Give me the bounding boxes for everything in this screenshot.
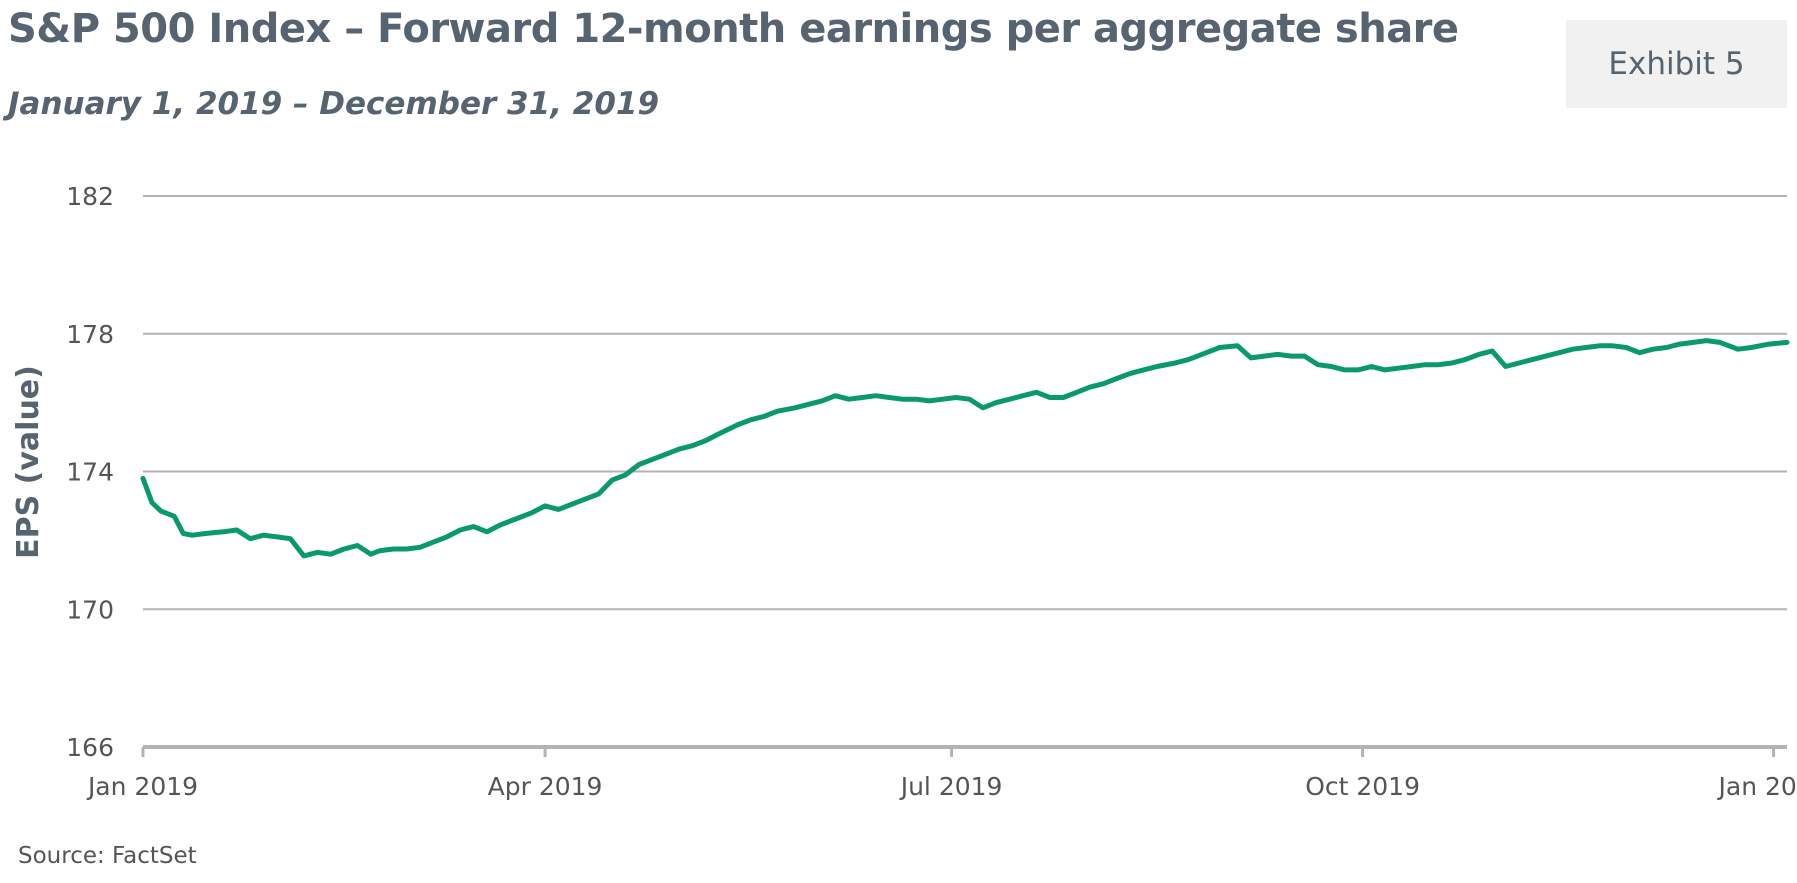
label-layer: EPS (value) xyxy=(11,365,46,559)
y-tick-label: 166 xyxy=(66,733,114,762)
y-axis-label: EPS (value) xyxy=(11,365,46,559)
x-tick-label: Jan 2019 xyxy=(86,772,198,801)
chart-subtitle: January 1, 2019 – December 31, 2019 xyxy=(8,86,660,122)
grid-layer xyxy=(143,195,1787,611)
y-tick-label: 170 xyxy=(66,595,114,624)
series-line-0 xyxy=(140,338,1790,559)
x-tick-label: Jan 2020 xyxy=(1717,772,1797,801)
source-note: Source: FactSet xyxy=(18,843,197,869)
x-tick-label: Jul 2019 xyxy=(899,772,1003,801)
axis-layer: 166 170 174 178 182 Jan 2019 Apr 2019 Jul 2019 O… xyxy=(66,182,1797,801)
series-layer xyxy=(140,338,1790,559)
x-tick-label: Oct 2019 xyxy=(1305,772,1420,801)
chart-title: S&P 500 Index – Forward 12-month earning… xyxy=(8,6,1459,52)
exhibit-badge: Exhibit 5 xyxy=(1566,20,1787,108)
y-tick-label: 182 xyxy=(66,182,114,211)
y-tick-label: 178 xyxy=(66,320,114,349)
y-tick-label: 174 xyxy=(66,458,114,487)
exhibit-label: Exhibit 5 xyxy=(1608,46,1745,82)
x-tick-label: Apr 2019 xyxy=(488,772,603,801)
